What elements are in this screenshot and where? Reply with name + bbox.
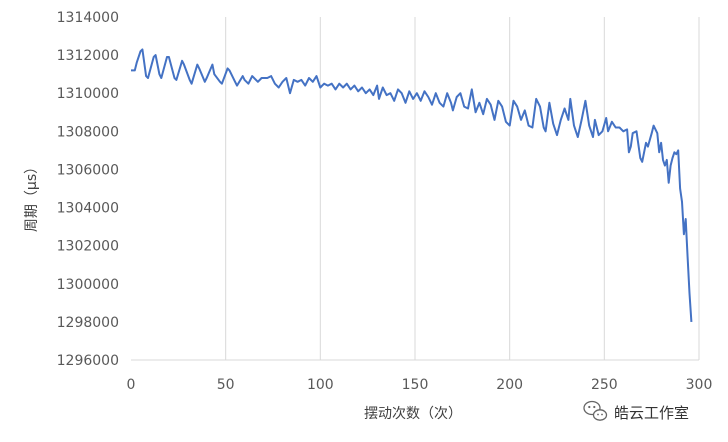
x-tick-label: 200 [496,377,523,393]
x-axis-ticks: 0 50 100 150 200 250 300 [127,377,713,393]
watermark: 皓云工作室 [583,400,689,422]
x-tick-label: 100 [307,377,334,393]
y-tick-label: 1304000 [57,201,119,217]
y-axis-title: 周期（μs） [24,160,40,232]
y-axis-ticks: 1296000 1298000 1300000 1302000 1304000 13060… [57,10,119,369]
x-tick-label: 50 [217,377,235,393]
x-tick-label: 150 [402,377,429,393]
watermark-text: 皓云工作室 [614,404,689,422]
y-tick-label: 1312000 [57,48,119,64]
series-line [131,48,693,322]
y-tick-label: 1308000 [57,124,119,140]
y-tick-label: 1302000 [57,239,119,255]
y-tick-label: 1310000 [57,86,119,102]
x-tick-label: 300 [686,377,713,393]
x-axis-title: 摆动次数（次） [364,406,462,422]
y-tick-label: 1300000 [57,277,119,293]
grid-lines [225,17,700,360]
x-tick-label: 0 [127,377,136,393]
y-tick-label: 1306000 [57,162,119,178]
y-tick-label: 1314000 [57,10,119,26]
wechat-icon [583,400,608,421]
x-tick-label: 250 [591,377,618,393]
y-tick-label: 1296000 [57,353,119,369]
y-tick-label: 1298000 [57,315,119,331]
